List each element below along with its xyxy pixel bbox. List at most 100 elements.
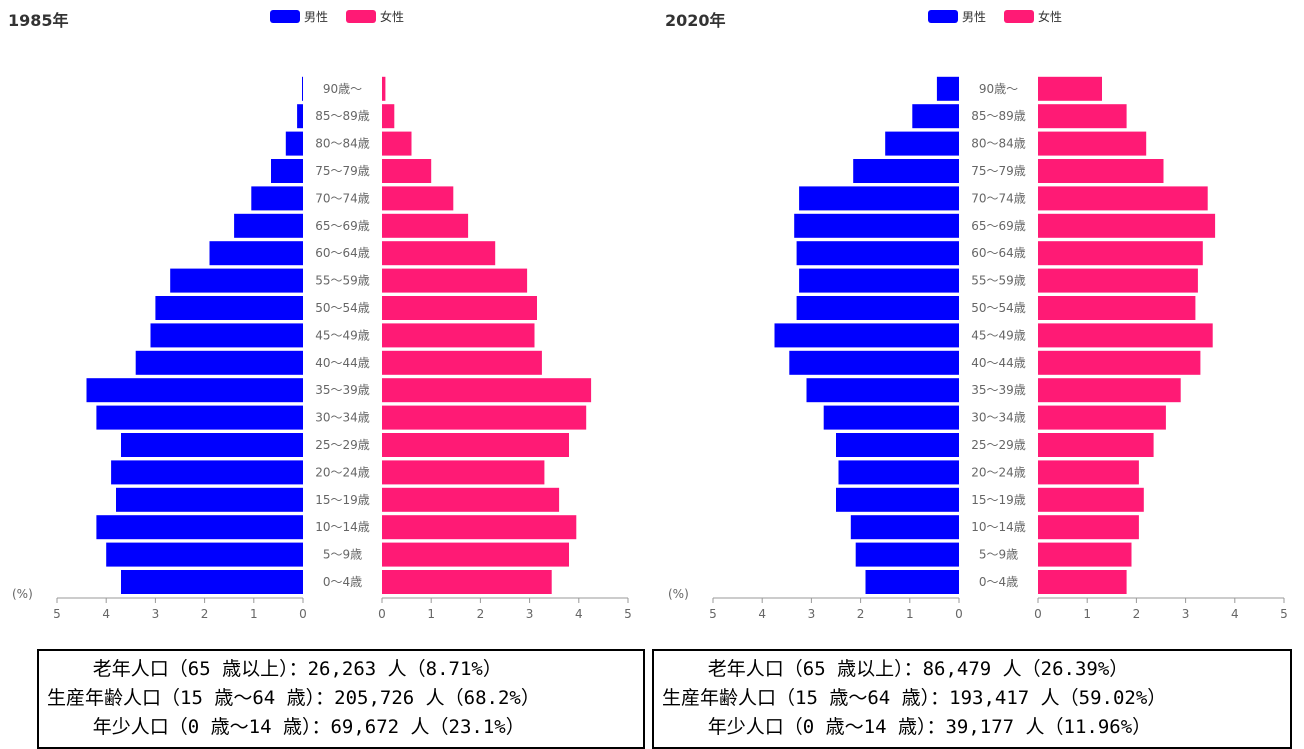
bar-male xyxy=(799,186,959,211)
age-label: 15〜19歳 xyxy=(315,493,370,507)
bar-female xyxy=(382,405,587,430)
bar-male xyxy=(936,76,959,101)
age-labels-2020: 0〜4歳 5〜9歳 10〜14歳 15〜19歳 20〜24歳 25〜29歳 30〜34歳 35… xyxy=(971,82,1026,589)
bar-female xyxy=(382,268,528,293)
tick-label: 1 xyxy=(427,607,435,621)
bar-female xyxy=(382,487,560,512)
age-label: 45〜49歳 xyxy=(315,328,370,342)
age-label: 50〜54歳 xyxy=(971,301,1026,315)
bar-male xyxy=(135,350,303,375)
bar-female xyxy=(1038,241,1203,266)
bar-female xyxy=(1038,515,1139,540)
bar-female xyxy=(382,378,592,403)
age-label: 20〜24歳 xyxy=(315,465,370,479)
summary-line-working-age: 生産年齢人口（15 歳〜64 歳）：193,417 人（59.02%） xyxy=(662,687,1167,709)
bar-male xyxy=(789,350,959,375)
bar-female xyxy=(1038,296,1196,320)
tick-label: 5 xyxy=(709,607,717,621)
bar-male xyxy=(121,570,303,594)
bar-female xyxy=(382,104,395,129)
legend-2020: 男性 女性 xyxy=(928,9,1062,24)
bar-male xyxy=(86,378,303,403)
bar-female xyxy=(382,570,552,594)
bar-female xyxy=(382,296,537,320)
bar-female xyxy=(1038,268,1198,293)
bar-female xyxy=(382,186,454,211)
summary-line-children: 年少人口（0 歳〜14 歳）：69,672 人（23.1%） xyxy=(47,716,525,738)
age-label: 35〜39歳 xyxy=(315,383,370,397)
age-label: 40〜44歳 xyxy=(971,356,1026,370)
age-label: 20〜24歳 xyxy=(971,465,1026,479)
bar-female xyxy=(1038,378,1181,403)
pyramid-panel-1985: 1985年 男性 女性 0〜4歳5〜9歳10〜14歳15〜19歳20〜24歳25… xyxy=(8,9,632,621)
bar-female xyxy=(1038,159,1164,183)
age-labels-1985: 0〜4歳 5〜9歳 10〜14歳 15〜19歳 20〜24歳 25〜29歳 30〜34歳 35… xyxy=(315,82,370,589)
tick-label: 2 xyxy=(477,607,485,621)
age-label: 15〜19歳 xyxy=(971,493,1026,507)
bar-female xyxy=(1038,186,1208,211)
bar-female xyxy=(1038,542,1132,567)
tick-label: 3 xyxy=(152,607,160,621)
age-label: 40〜44歳 xyxy=(315,356,370,370)
bar-male xyxy=(850,515,959,540)
tick-label: 5 xyxy=(53,607,61,621)
age-label: 30〜34歳 xyxy=(315,411,370,425)
bar-female xyxy=(1038,213,1216,238)
bar-female xyxy=(382,515,577,540)
legend-label-male: 男性 xyxy=(304,10,328,24)
bar-male xyxy=(796,241,959,266)
bar-male xyxy=(116,487,303,512)
age-label: 5〜9歳 xyxy=(979,548,1018,562)
bar-female xyxy=(1038,487,1144,512)
tick-label: 5 xyxy=(624,607,632,621)
age-label: 80〜84歳 xyxy=(315,137,370,151)
legend-label-male: 男性 xyxy=(962,10,986,24)
bar-male xyxy=(885,131,959,156)
age-label: 30〜34歳 xyxy=(971,411,1026,425)
bar-female xyxy=(1038,76,1102,101)
bar-male xyxy=(302,76,303,101)
bar-female xyxy=(382,131,412,156)
tick-label: 4 xyxy=(758,607,766,621)
tick-label: 0 xyxy=(955,607,963,621)
age-label: 55〜59歳 xyxy=(971,274,1026,288)
tick-label: 2 xyxy=(201,607,209,621)
age-label: 10〜14歳 xyxy=(315,520,370,534)
age-label: 25〜29歳 xyxy=(971,438,1026,452)
age-label: 85〜89歳 xyxy=(315,109,370,123)
bar-male xyxy=(170,268,303,293)
bar-male xyxy=(150,323,303,348)
tick-label: 3 xyxy=(526,607,534,621)
bar-female xyxy=(1038,570,1127,594)
tick-label: 2 xyxy=(857,607,865,621)
legend-label-female: 女性 xyxy=(1038,9,1062,24)
summary-line-elderly: 老年人口（65 歳以上）：26,263 人（8.71%） xyxy=(47,658,502,680)
bar-female xyxy=(382,542,569,567)
bar-male xyxy=(836,487,959,512)
bar-male xyxy=(106,542,303,567)
age-label: 70〜74歳 xyxy=(971,191,1026,205)
age-label: 60〜64歳 xyxy=(315,246,370,260)
age-label: 60〜64歳 xyxy=(971,246,1026,260)
summary-line-working-age: 生産年齢人口（15 歳〜64 歳）：205,726 人（68.2%） xyxy=(47,687,540,709)
bar-male xyxy=(96,405,304,430)
tick-label: 1 xyxy=(250,607,258,621)
age-label: 65〜69歳 xyxy=(971,219,1026,233)
age-label: 90歳〜 xyxy=(979,82,1018,96)
bar-male xyxy=(799,268,959,293)
pyramid-panel-2020: 2020年 男性 女性 0〜4歳5〜9歳10〜14歳15〜19歳20〜24歳25… xyxy=(665,9,1288,621)
bar-female xyxy=(382,241,496,266)
bar-female xyxy=(382,323,535,348)
bar-male xyxy=(796,296,959,320)
x-ticks-2020: 5 4 3 2 1 0 0 1 2 3 4 5 xyxy=(709,598,1288,621)
tick-label: 5 xyxy=(1280,607,1288,621)
bar-male xyxy=(96,515,304,540)
bar-male xyxy=(251,186,303,211)
unit-label-1985: (%) xyxy=(12,587,33,601)
bar-male xyxy=(271,159,303,183)
tick-label: 4 xyxy=(1231,607,1239,621)
bar-female xyxy=(382,159,432,183)
age-label: 25〜29歳 xyxy=(315,438,370,452)
age-label: 10〜14歳 xyxy=(971,520,1026,534)
bar-male xyxy=(855,542,959,567)
